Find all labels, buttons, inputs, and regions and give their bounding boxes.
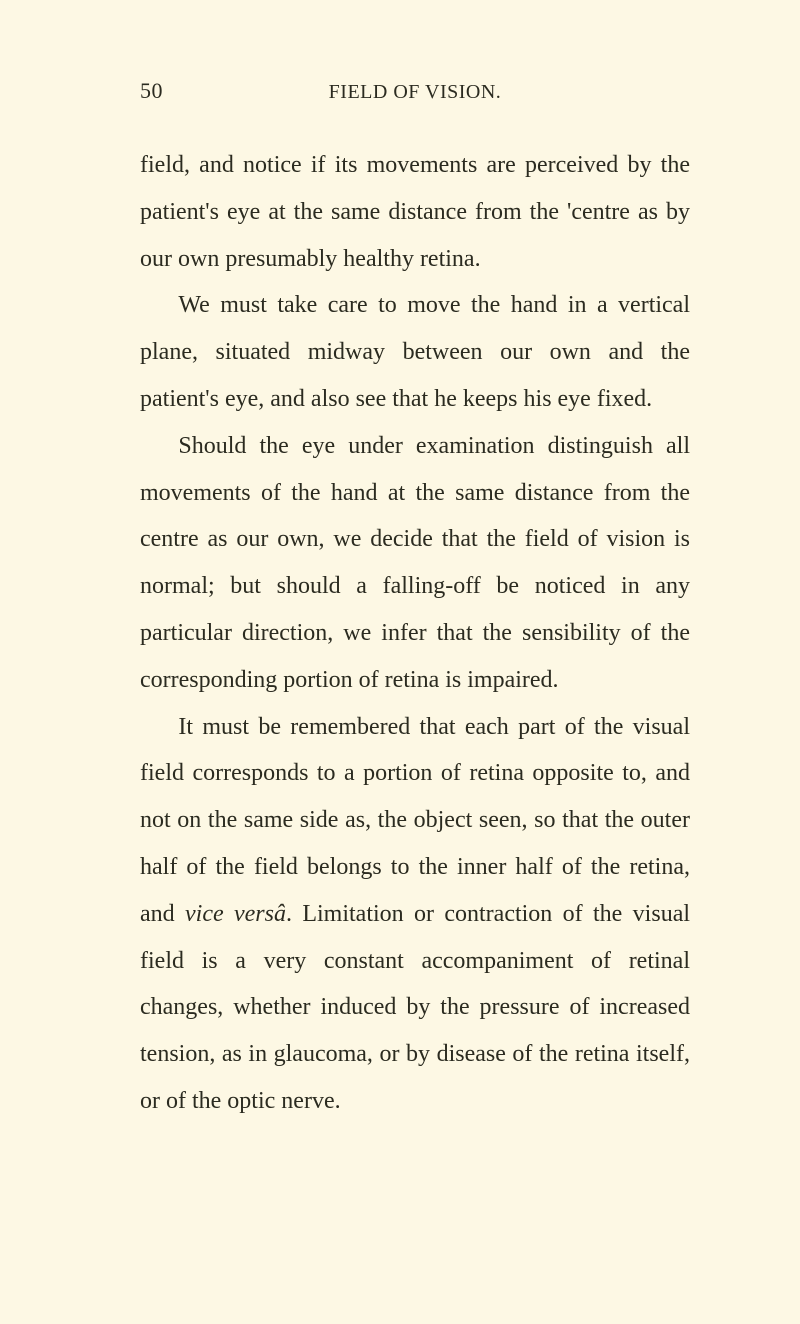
- paragraph-4a: It must be remembered that each part of …: [140, 714, 690, 927]
- paragraph-4b: . Limitation or contraction of the visua…: [140, 901, 690, 1114]
- header-title: FIELD OF VISION.: [140, 81, 690, 104]
- italic-vice-versa: vice versâ: [185, 901, 286, 927]
- page: 50 FIELD OF VISION. field, and notice if…: [0, 0, 800, 1324]
- paragraph-1: field, and notice if its movements are p…: [140, 142, 690, 282]
- page-header: 50 FIELD OF VISION.: [140, 78, 690, 104]
- paragraph-4: It must be remembered that each part of …: [140, 704, 690, 1125]
- paragraph-2: We must take care to move the hand in a …: [140, 282, 690, 422]
- paragraph-3: Should the eye under examination disting…: [140, 423, 690, 704]
- body-text: field, and notice if its movements are p…: [140, 142, 690, 1125]
